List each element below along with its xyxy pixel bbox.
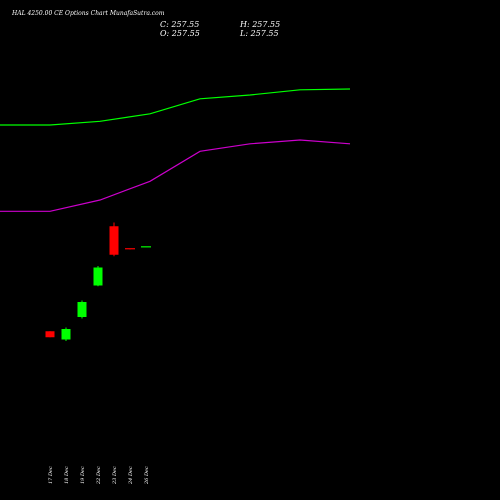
candle-18-dec [61, 327, 71, 341]
candle-body [61, 329, 71, 340]
candle-body [45, 331, 55, 338]
candle-body [109, 226, 119, 255]
x-tick-label: 17 Dec [48, 466, 54, 484]
bands [0, 88, 351, 212]
candle-17-dec [45, 331, 55, 338]
candles [45, 222, 151, 341]
lower-band-line [0, 139, 351, 212]
x-tick-label: 26 Dec [144, 466, 150, 485]
open-value: O: 257.55 [160, 29, 200, 38]
upper-band-line [0, 88, 351, 126]
x-tick-label: 24 Dec [128, 466, 134, 485]
x-tick-label: 18 Dec [64, 466, 70, 484]
candle-24-dec [125, 248, 135, 250]
close-value: C: 257.55 [160, 20, 200, 29]
x-tick-label: 22 Dec [96, 466, 102, 485]
x-tick-label: 19 Dec [80, 466, 86, 484]
candle-22-dec [93, 266, 103, 287]
x-axis-ticks: 17 Dec 18 Dec 19 Dec 22 Dec 23 Dec 24 Dec 26 D… [48, 466, 150, 485]
chart-title: HAL 4250.00 CE Options Chart MunafaSutra… [12, 10, 165, 17]
candle-23-dec [109, 222, 119, 257]
x-tick-label: 23 Dec [112, 466, 118, 485]
candle-body [93, 267, 103, 286]
low-value: L: 257.55 [240, 29, 279, 38]
candle-body [77, 302, 87, 317]
high-value: H: 257.55 [240, 20, 281, 29]
candle-19-dec [77, 300, 87, 319]
